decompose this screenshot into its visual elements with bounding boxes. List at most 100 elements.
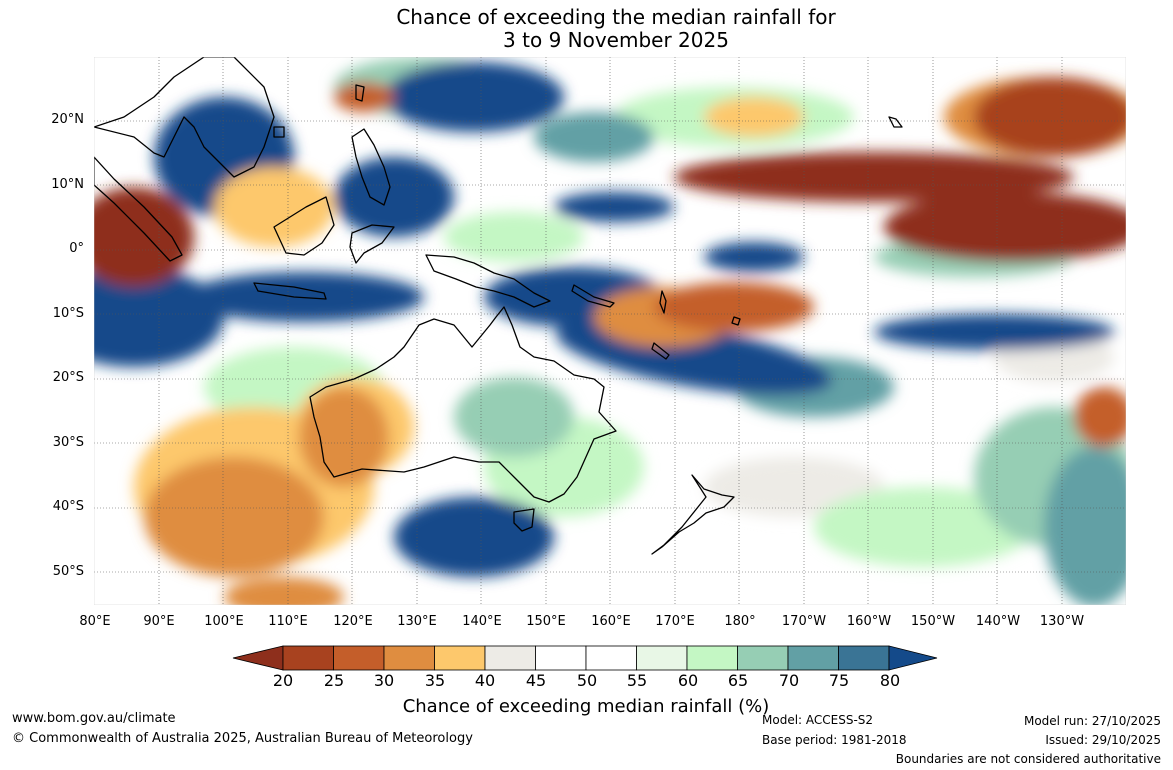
mainland-asia-coastline [94,57,275,178]
colorbar-segment [636,645,688,671]
lat-label-0: 0° [69,241,84,256]
dry-area [299,387,389,487]
solomon-islands-coastline [571,284,615,308]
lon-label: 170°W [781,614,827,629]
lon-label: 160°W [846,614,892,629]
colorbar-tick-label: 80 [879,671,901,690]
boundaries-disclaimer: Boundaries are not considered authoritat… [895,752,1161,766]
philippines-coastline [351,128,391,206]
copyright-notice: © Commonwealth of Australia 2025, Austra… [12,731,473,746]
lon-label: 110°E [268,614,308,629]
colorbar-segment [333,645,385,671]
wet-area [554,192,674,222]
colorbar-tick-label: 70 [778,671,800,690]
lon-label: 90°E [143,614,175,629]
colorbar-tick-label: 45 [525,671,547,690]
colorbar-tick-label: 60 [677,671,699,690]
colorbar-extend-low [232,645,284,671]
lon-label: 130°E [397,614,437,629]
dry-area [94,187,194,287]
wet-area [534,112,654,162]
taiwan-coastline [355,84,365,102]
java-coastline [253,282,327,300]
lon-label: 120°E [333,614,373,629]
wet-area [814,487,1034,567]
lat-label-50s: 50°S [52,564,84,579]
new-zealand-coastline [651,474,735,555]
australia-coastline [309,306,617,503]
hawaii-coastline [888,116,903,128]
colorbar-segment [838,645,890,671]
wet-area [334,157,454,237]
graticule [94,57,1126,605]
lat-label-40s: 40°S [52,499,84,514]
lon-label: 80°E [79,614,111,629]
colorbar-segment [737,645,789,671]
colorbar-segment [282,645,334,671]
new-guinea-coastline [425,254,551,308]
dry-area [1074,387,1126,447]
wet-area [1044,447,1126,605]
lon-label: 150°W [910,614,956,629]
colorbar-segment [787,645,839,671]
lon-label: 150°E [526,614,566,629]
vanuatu-coastline [659,290,667,314]
colorbar-segment [434,645,486,671]
wet-area [874,314,1114,350]
lat-label-10s: 10°S [52,306,84,321]
wet-area [704,242,804,272]
colorbar-tick-label: 65 [727,671,749,690]
colorbar-title: Chance of exceeding median rainfall (%) [402,696,770,717]
lon-label: 170°E [655,614,695,629]
model-name: Model: ACCESS-S2 [762,713,874,727]
lon-label: 130°W [1039,614,1085,629]
lat-label-20s: 20°S [52,370,84,385]
fiji-coastline [731,316,741,326]
lat-label-30s: 30°S [52,435,84,450]
colorbar-segment [484,645,536,671]
dry-area [884,192,1126,262]
dry-area [334,82,394,112]
lon-label: 140°E [462,614,502,629]
hainan-coastline [273,126,285,138]
sumatra-coastline [94,156,183,262]
dry-area [224,577,344,605]
colorbar-segment [585,645,637,671]
colorbar-segment [686,645,738,671]
wet-area [384,62,564,132]
lat-label-20n: 20°N [51,112,84,127]
colorbar-tick-label: 25 [323,671,345,690]
rainfall-probability-map [94,57,1126,605]
colorbar-tick-label: 35 [424,671,446,690]
model-run-date: Model run: 27/10/2025 [1023,714,1161,728]
lon-label: 140°W [975,614,1021,629]
bom-url[interactable]: www.bom.gov.au/climate [12,711,176,726]
issued-date: Issued: 29/10/2025 [1045,733,1161,747]
tasmania-coastline [513,508,535,532]
lat-label-10n: 10°N [51,177,84,192]
dry-area [214,167,334,247]
colorbar-extend-high [888,645,938,671]
dry-area [974,77,1126,157]
base-period: Base period: 1981-2018 [762,733,907,747]
dry-area [144,457,324,577]
colorbar-segment [535,645,587,671]
dry-area [674,152,1074,202]
new-caledonia-coastline [651,342,670,360]
colorbar-tick-label: 40 [474,671,496,690]
wet-area [454,377,574,457]
dry-area [704,97,804,137]
colorbar-tick-label: 30 [373,671,395,690]
map-title-line1: Chance of exceeding the median rainfall … [396,5,836,29]
dry-area [654,282,814,332]
colorbar-segment [383,645,435,671]
sulawesi-coastline [349,224,395,264]
colorbar-tick-label: 50 [576,671,598,690]
colorbar [232,645,938,671]
wet-area [444,212,584,262]
lon-label: 100°E [204,614,244,629]
colorbar-tick-label: 55 [626,671,648,690]
borneo-coastline [273,196,335,256]
lon-label: 160°E [591,614,631,629]
map-title-line2: 3 to 9 November 2025 [503,28,729,52]
